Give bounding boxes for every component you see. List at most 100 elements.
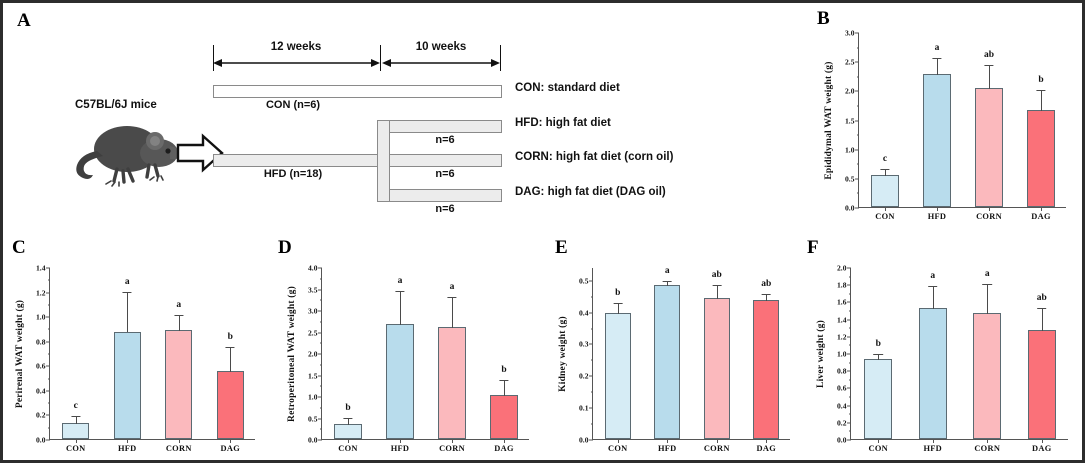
y-tick-mark [318, 439, 322, 441]
x-tick-label-corn: CORN [439, 443, 465, 453]
legend-item-dag: DAG: high fat diet (DAG oil) [515, 186, 666, 198]
error-bar-cap [927, 286, 938, 288]
y-tick-label: 0.2 [837, 418, 847, 428]
panel-c: C 0.0 0.2 0.4 0.6 0.8 1.0 1.2 1.4 c CON a HFD a CORN b… [3, 234, 275, 460]
right-arrow-icon [176, 133, 224, 173]
plot-area: 0.0 0.5 1.0 1.5 2.0 2.5 3.0 3.5 4.0 b CON a HFD a CORN… [308, 264, 529, 453]
panel-e: E 0.0 0.1 0.2 0.3 0.4 0.5 b CON a HFD ab CORN ab DAG K… [546, 234, 808, 460]
error-bar [127, 291, 129, 333]
y-minor-tick-mark [848, 327, 851, 329]
y-tick-label: 1.5 [845, 116, 855, 125]
error-bar [1041, 307, 1043, 331]
bar-hfd [923, 74, 951, 207]
y-tick-mark [318, 332, 322, 333]
chart-perirenal-wat: 0.0 0.2 0.4 0.6 0.8 1.0 1.2 1.4 c CON a HFD a CORN b DA… [3, 234, 275, 460]
bar-con [62, 423, 90, 439]
y-minor-tick-mark [47, 427, 50, 429]
x-tick-mark [766, 439, 768, 443]
schematic-branch-hfd [389, 120, 502, 133]
y-tick-mark [318, 375, 322, 376]
x-tick-label-con: CON [868, 443, 889, 453]
panel-letter-b: B [817, 8, 830, 29]
y-minor-tick-mark [47, 279, 50, 281]
x-tick-mark [75, 439, 77, 443]
y-tick-label: 0.0 [837, 435, 847, 445]
error-bar-cap [662, 281, 672, 283]
error-bar [667, 281, 669, 287]
chart-kidney-weight: 0.0 0.1 0.2 0.3 0.4 0.5 b CON a HFD ab CORN ab DAG Kid… [546, 234, 808, 460]
error-bar [1041, 89, 1042, 112]
x-tick-label-hfd: HFD [927, 211, 947, 221]
bar-con [334, 423, 362, 439]
y-tick-mark [46, 439, 50, 441]
y-tick-label: 0.5 [308, 414, 318, 423]
y-minor-tick-mark [47, 353, 50, 355]
error-bar [617, 303, 619, 315]
y-tick-label: 2.0 [837, 263, 847, 273]
plot-area: 0.0 0.2 0.4 0.6 0.8 1.0 1.2 1.4 c CON a HFD a CORN b DA… [36, 264, 255, 453]
y-tick-mark [847, 301, 851, 303]
significance-letter: ab [983, 49, 995, 60]
x-tick-label-hfd: HFD [657, 443, 677, 453]
y-tick-mark [847, 336, 851, 338]
bar-hfd [113, 331, 141, 439]
y-minor-tick-mark [590, 328, 593, 330]
y-tick-label: 2.5 [845, 57, 855, 67]
plot-area: 0.0 0.2 0.4 0.6 0.8 1.0 1.2 1.4 1.6 1.8 2.0 b CON a HF… [837, 264, 1068, 453]
y-minor-tick-mark [47, 378, 50, 380]
y-tick-mark [318, 353, 322, 355]
y-tick-mark [46, 365, 50, 367]
y-tick-label: 1.2 [837, 332, 847, 342]
bar-corn [438, 326, 466, 439]
y-axis-label: Liver weight (g) [816, 320, 826, 388]
significance-letter: a [934, 42, 940, 53]
x-tick-label-corn: CORN [165, 443, 192, 453]
significance-letter: b [875, 338, 881, 349]
y-tick-label: 3.0 [845, 28, 855, 38]
y-minor-tick-mark [47, 304, 50, 306]
y-tick-label: 1.0 [837, 349, 847, 359]
panel-d: D 0.0 0.5 1.0 1.5 2.0 2.5 3.0 3.5 4.0 b CON a HFD a CO… [269, 234, 549, 460]
plot-area: 0.0 0.1 0.2 0.3 0.4 0.5 b CON a HFD ab CORN ab DAG [579, 266, 790, 453]
y-tick-label: 1.6 [837, 297, 847, 307]
y-minor-tick-mark [590, 423, 593, 425]
bar-corn [703, 297, 730, 439]
x-tick-label-corn: CORN [974, 443, 1001, 453]
y-tick-label: 1.0 [845, 145, 855, 155]
significance-letter: a [449, 282, 455, 293]
bar-hfd [918, 308, 947, 439]
significance-letter: b [227, 332, 233, 343]
x-tick-mark [667, 439, 669, 443]
chart-liver-weight: 0.0 0.2 0.4 0.6 0.8 1.0 1.2 1.4 1.6 1.8 2.0 b CON a HF… [798, 234, 1082, 460]
y-minor-tick-mark [319, 342, 322, 344]
y-minor-tick-mark [319, 299, 322, 301]
y-tick-mark [847, 387, 851, 389]
y-minor-tick-mark [319, 278, 322, 280]
y-axis-label: Perirenal WAT weight (g) [15, 299, 25, 409]
panel-a: A C57BL/6J mice [3, 3, 813, 235]
phase1-label: 12 weeks [270, 41, 322, 53]
panel-b: B 0.0 0.5 1.0 1.5 2.0 2.5 3.0 c CON a HFD ab CORN b DA… [808, 3, 1082, 235]
legend-item-hfd: HFD: high fat diet [515, 117, 611, 129]
y-minor-tick-mark [848, 396, 851, 398]
x-tick-mark [932, 439, 934, 443]
error-bar-cap [174, 314, 184, 316]
y-tick-mark [46, 316, 50, 318]
error-bar-cap [932, 57, 942, 59]
x-tick-label-corn: CORN [976, 211, 1002, 221]
y-tick-label: 1.2 [36, 288, 46, 298]
x-tick-label-con: CON [875, 211, 895, 221]
y-tick-label: 0.0 [579, 435, 589, 445]
error-bar-cap [499, 380, 509, 382]
error-bar [230, 347, 232, 372]
error-bar [878, 353, 880, 360]
schematic-branch-corn [389, 154, 502, 167]
significance-letter: ab [711, 270, 722, 281]
y-tick-mark [589, 312, 593, 314]
y-tick-mark [46, 390, 50, 392]
mouse-illustration [76, 126, 185, 187]
y-tick-label: 0.2 [579, 371, 589, 381]
y-minor-tick-mark [319, 385, 322, 387]
significance-letter: c [882, 153, 888, 164]
